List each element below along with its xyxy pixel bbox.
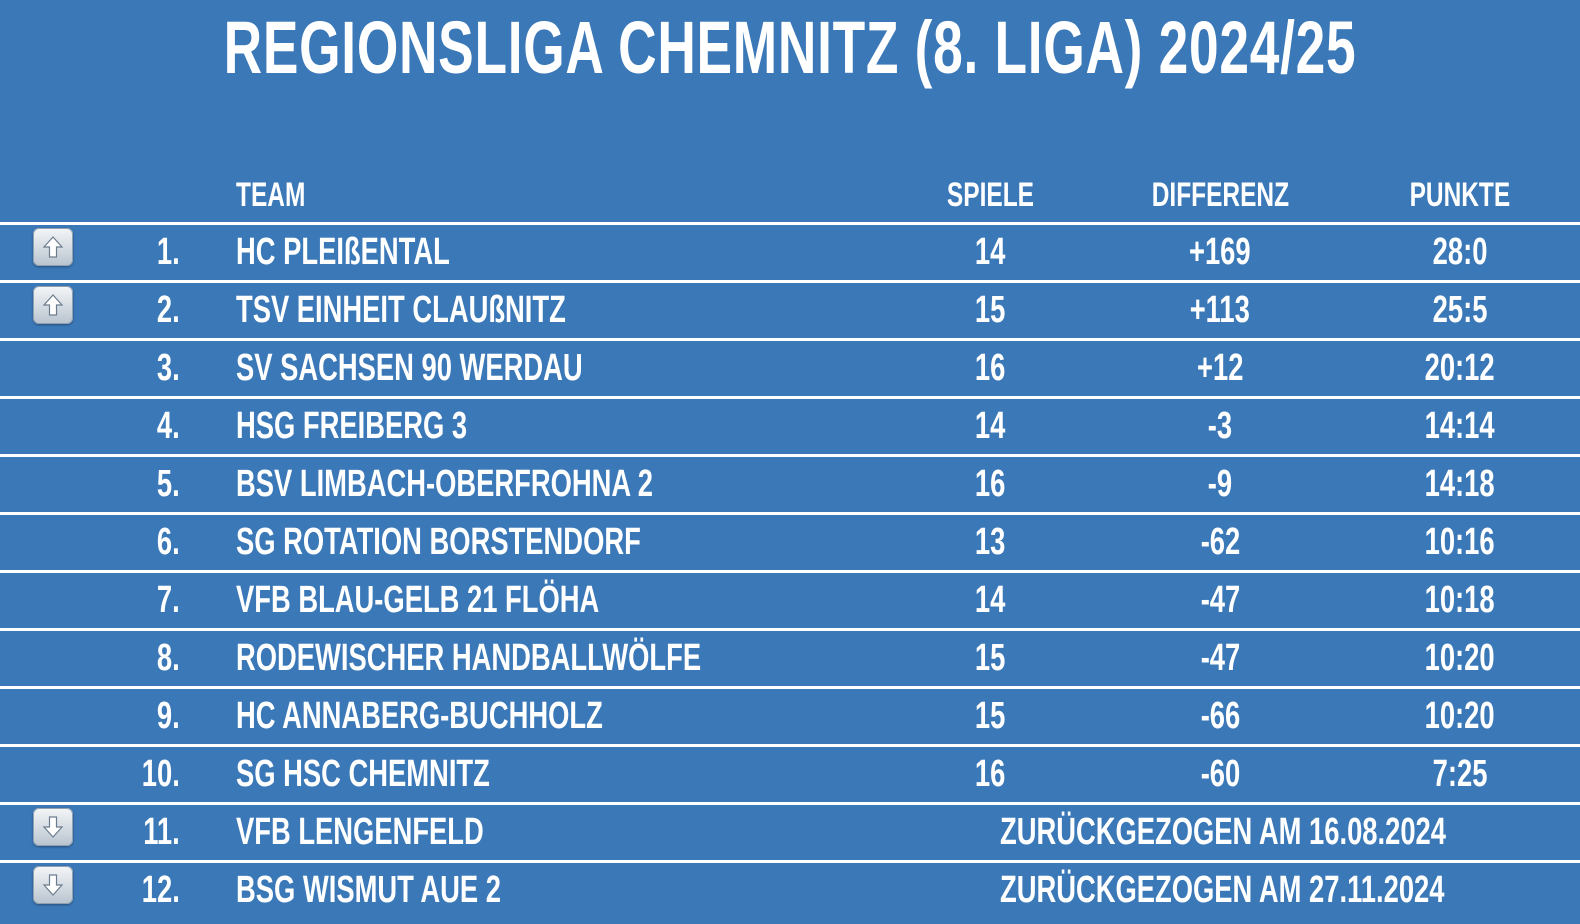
column-header-points: PUNKTE (1409, 176, 1511, 214)
table-row: 1. HC PLEIßENTAL 14 +169 28:0 (0, 222, 1580, 280)
row-games: 14 (974, 579, 1006, 621)
row-rank: 5. (157, 463, 180, 505)
table-row: 9. HC ANNABERG-BUCHHOLZ 15 -66 10:20 (0, 686, 1580, 744)
row-games: 16 (974, 347, 1006, 389)
row-points: 25:5 (1432, 289, 1488, 331)
row-team: BSV LIMBACH-OBERFROHNA 2 (236, 463, 653, 505)
row-difference: -47 (1200, 637, 1240, 679)
row-points: 7:25 (1432, 753, 1488, 795)
table-row: 6. SG ROTATION BORSTENDORF 13 -62 10:16 (0, 512, 1580, 570)
row-difference: -3 (1207, 405, 1233, 447)
row-points: 10:16 (1424, 521, 1495, 563)
column-header-difference: DIFFERENZ (1151, 176, 1289, 214)
row-team: HC PLEIßENTAL (236, 231, 450, 273)
row-games: 15 (974, 695, 1006, 737)
row-rank: 4. (157, 405, 180, 447)
row-difference: -47 (1200, 579, 1240, 621)
row-games: 16 (974, 753, 1006, 795)
row-difference: -66 (1200, 695, 1240, 737)
row-games: 14 (974, 231, 1006, 273)
row-games: 14 (974, 405, 1006, 447)
row-difference: -9 (1207, 463, 1233, 505)
table-row: 2. TSV EINHEIT CLAUßNITZ 15 +113 25:5 (0, 280, 1580, 338)
table-row: 5. BSV LIMBACH-OBERFROHNA 2 16 -9 14:18 (0, 454, 1580, 512)
table-row: 3. SV SACHSEN 90 WERDAU 16 +12 20:12 (0, 338, 1580, 396)
row-rank: 10. (141, 753, 180, 795)
row-rank: 3. (157, 347, 180, 389)
row-difference: +169 (1189, 231, 1251, 273)
row-games: 16 (974, 463, 1006, 505)
row-points: 20:12 (1424, 347, 1495, 389)
page-title: REGIONSLIGA CHEMNITZ (8. LIGA) 2024/25 (223, 6, 1357, 89)
row-difference: +113 (1189, 289, 1251, 331)
row-difference: +12 (1196, 347, 1244, 389)
column-header-games: SPIELE (946, 176, 1034, 214)
standings-table: 1. HC PLEIßENTAL 14 +169 28:0 2. TSV EINHEIT C… (0, 222, 1580, 918)
row-difference: -62 (1200, 521, 1240, 563)
table-row: 4. HSG FREIBERG 3 14 -3 14:14 (0, 396, 1580, 454)
row-team: SG HSC CHEMNITZ (236, 753, 490, 795)
row-rank: 2. (157, 289, 180, 331)
row-team: SV SACHSEN 90 WERDAU (236, 347, 583, 389)
row-rank: 9. (157, 695, 180, 737)
row-points: 10:20 (1424, 637, 1495, 679)
row-rank: 11. (143, 811, 180, 853)
row-team: VFB LENGENFELD (236, 811, 484, 853)
row-team: TSV EINHEIT CLAUßNITZ (236, 289, 566, 331)
arrow-up-icon (33, 227, 73, 266)
arrow-down-icon (33, 807, 73, 846)
row-points: 14:18 (1424, 463, 1495, 505)
table-row: 8. RODEWISCHER HANDBALLWÖLFE 15 -47 10:20 (0, 628, 1580, 686)
arrow-down-icon (33, 865, 73, 904)
row-rank: 6. (157, 521, 180, 563)
row-points: 28:0 (1432, 231, 1488, 273)
row-note: ZURÜCKGEZOGEN AM 16.08.2024 (1000, 811, 1446, 853)
row-note: ZURÜCKGEZOGEN AM 27.11.2024 (1000, 869, 1445, 911)
row-games: 15 (974, 637, 1006, 679)
row-points: 10:18 (1424, 579, 1495, 621)
row-rank: 7. (157, 579, 180, 621)
row-points: 14:14 (1424, 405, 1495, 447)
row-team: SG ROTATION BORSTENDORF (236, 521, 641, 563)
table-row: 11. VFB LENGENFELD ZURÜCKGEZOGEN AM 16.08.… (0, 802, 1580, 860)
column-header-team: TEAM (236, 176, 306, 214)
table-row: 12. BSG WISMUT AUE 2 ZURÜCKGEZOGEN AM 27.1… (0, 860, 1580, 918)
row-team: RODEWISCHER HANDBALLWÖLFE (236, 637, 702, 679)
row-rank: 1. (157, 231, 180, 273)
row-rank: 12. (141, 869, 180, 911)
row-team: VFB BLAU-GELB 21 FLÖHA (236, 579, 600, 621)
table-row: 7. VFB BLAU-GELB 21 FLÖHA 14 -47 10:18 (0, 570, 1580, 628)
row-rank: 8. (157, 637, 180, 679)
row-games: 13 (974, 521, 1006, 563)
row-points: 10:20 (1424, 695, 1495, 737)
row-team: BSG WISMUT AUE 2 (236, 869, 502, 911)
table-header: TEAM SPIELE DIFFERENZ PUNKTE (0, 168, 1580, 222)
row-games: 15 (974, 289, 1006, 331)
row-team: HC ANNABERG-BUCHHOLZ (236, 695, 603, 737)
row-team: HSG FREIBERG 3 (236, 405, 468, 447)
arrow-up-icon (33, 285, 73, 324)
table-row: 10. SG HSC CHEMNITZ 16 -60 7:25 (0, 744, 1580, 802)
row-difference: -60 (1200, 753, 1240, 795)
